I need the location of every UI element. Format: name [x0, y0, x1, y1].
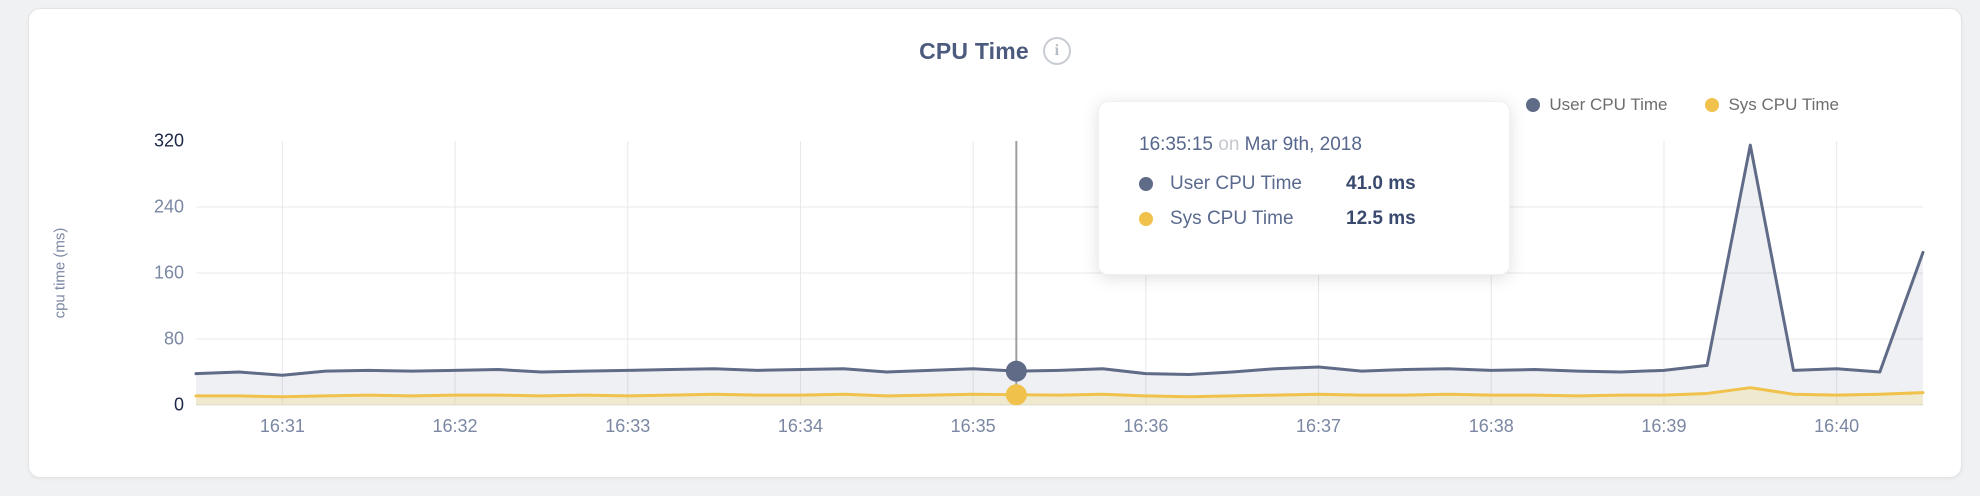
y-tick-label: 80: [163, 328, 184, 349]
chart-title: CPU Time: [919, 37, 1029, 64]
legend-item-user-cpu-time[interactable]: User CPU Time: [1526, 95, 1667, 115]
info-icon[interactable]: i: [1042, 37, 1071, 65]
x-tick-label: 16:34: [777, 416, 823, 436]
series-line-0: [194, 143, 1925, 377]
tooltip-conjunction: on: [1218, 134, 1240, 155]
series-area-0: [196, 145, 1923, 405]
series-line-1: [194, 386, 1925, 399]
chart-header: CPU Time i: [29, 37, 1961, 65]
tooltip-row: Sys CPU Time 12.5 ms: [1139, 208, 1473, 230]
cpu-time-chart-card: CPU Time i User CPU Time Sys CPU Time cp…: [28, 8, 1962, 478]
x-tick-label: 16:39: [1641, 416, 1687, 436]
tooltip-series-name: Sys CPU Time: [1170, 208, 1294, 229]
hover-marker-0: [1005, 360, 1027, 382]
y-tick-label: 160: [153, 262, 184, 283]
tooltip-row: User CPU Time 41.0 ms: [1139, 173, 1473, 195]
y-tick-label: 240: [153, 196, 184, 217]
tooltip-time: 16:35:15: [1139, 134, 1213, 155]
legend-dot-sys-cpu-time: [1705, 98, 1720, 112]
chart-plot-svg[interactable]: [194, 141, 1925, 406]
x-tick-label: 16:40: [1814, 416, 1860, 436]
y-tick-label: 0: [173, 394, 184, 415]
tooltip-series-value: 41.0 ms: [1346, 173, 1416, 194]
legend-dot-user-cpu-time: [1526, 98, 1541, 112]
chart-tooltip: 16:35:15 on Mar 9th, 2018 User CPU Time …: [1098, 101, 1510, 275]
tooltip-header: 16:35:15 on Mar 9th, 2018: [1139, 134, 1473, 156]
hover-marker-1: [1005, 384, 1027, 406]
x-tick-label: 16:33: [605, 416, 651, 436]
x-tick-label: 16:37: [1296, 416, 1342, 436]
tooltip-dot-user-cpu-time: [1139, 177, 1153, 191]
legend-label-user-cpu-time: User CPU Time: [1549, 95, 1668, 114]
plot-area[interactable]: [194, 141, 1925, 406]
x-tick-label: 16:38: [1468, 416, 1514, 436]
legend-item-sys-cpu-time[interactable]: Sys CPU Time: [1705, 95, 1839, 115]
tooltip-series-value: 12.5 ms: [1346, 208, 1416, 229]
y-tick-label: 320: [153, 130, 184, 151]
y-axis-title: cpu time (ms): [51, 227, 69, 319]
tooltip-dot-sys-cpu-time: [1139, 212, 1153, 226]
tooltip-date: Mar 9th, 2018: [1244, 134, 1362, 155]
legend-label-sys-cpu-time: Sys CPU Time: [1728, 95, 1839, 114]
x-tick-label: 16:36: [1123, 416, 1169, 436]
x-tick-label: 16:35: [950, 416, 996, 436]
x-tick-label: 16:31: [259, 416, 305, 436]
x-tick-label: 16:32: [432, 416, 478, 436]
chart-legend: User CPU Time Sys CPU Time: [1526, 95, 1839, 115]
tooltip-series-name: User CPU Time: [1170, 173, 1302, 194]
